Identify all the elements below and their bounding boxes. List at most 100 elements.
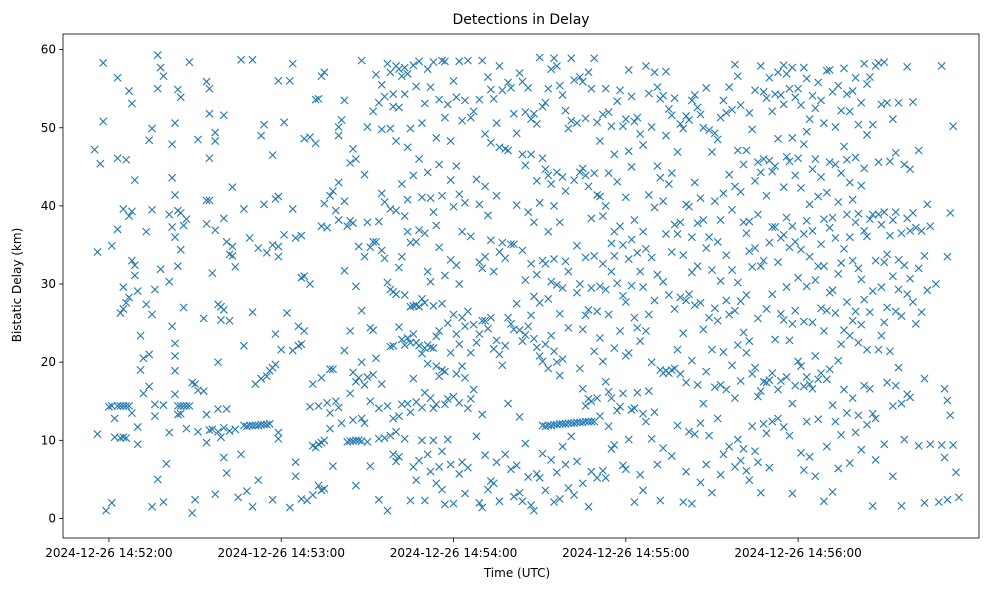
data-point <box>713 316 722 325</box>
data-point <box>438 191 447 200</box>
data-point <box>650 408 659 417</box>
plot-frame <box>62 33 980 539</box>
data-point <box>202 410 211 419</box>
data-point <box>452 162 461 171</box>
data-point <box>713 237 722 246</box>
data-point <box>305 280 314 289</box>
data-point <box>173 410 182 419</box>
y-tick-label: 10 <box>41 433 56 447</box>
data-point <box>871 455 880 464</box>
data-point <box>765 73 774 82</box>
data-point <box>550 255 559 264</box>
data-point <box>297 494 306 503</box>
data-point <box>386 124 395 133</box>
data-point <box>819 215 828 224</box>
data-point <box>819 326 828 335</box>
data-point <box>369 370 378 379</box>
data-point <box>891 148 900 157</box>
data-point <box>346 326 355 335</box>
data-point <box>426 467 435 476</box>
data-point <box>555 309 564 318</box>
data-point <box>854 264 863 273</box>
data-point <box>624 65 633 74</box>
data-point <box>308 491 317 500</box>
data-point <box>216 316 225 324</box>
data-point <box>776 309 785 318</box>
data-point <box>199 314 208 323</box>
data-point <box>851 307 860 316</box>
data-point <box>736 101 745 110</box>
data-point <box>673 421 682 430</box>
data-point <box>506 319 515 328</box>
data-point <box>435 95 444 104</box>
data-point <box>504 313 513 322</box>
data-point <box>791 381 800 390</box>
data-point <box>868 287 877 296</box>
data-point <box>687 233 696 242</box>
data-point <box>248 308 257 317</box>
data-point <box>518 497 527 506</box>
data-point <box>492 458 501 467</box>
data-point <box>481 182 490 191</box>
data-point <box>409 330 418 339</box>
data-point <box>429 436 438 445</box>
data-point <box>799 382 808 391</box>
data-point <box>926 440 935 449</box>
data-point <box>710 383 719 392</box>
data-point <box>604 387 613 396</box>
data-point <box>550 347 559 356</box>
data-point <box>561 106 570 115</box>
data-point <box>779 316 788 324</box>
data-point <box>630 215 639 224</box>
data-point <box>440 400 449 409</box>
data-point <box>837 430 846 439</box>
data-point <box>564 124 573 133</box>
data-point <box>239 205 248 214</box>
data-point <box>432 221 441 230</box>
data-point <box>438 56 447 65</box>
data-point <box>851 428 860 437</box>
data-point <box>627 281 636 290</box>
data-point <box>214 358 223 367</box>
data-point <box>728 361 737 370</box>
data-point <box>320 68 329 77</box>
data-point <box>363 218 372 227</box>
data-point <box>796 362 805 371</box>
data-point <box>415 155 424 164</box>
data-point <box>888 272 897 281</box>
data-point <box>228 183 237 192</box>
data-point <box>426 194 435 203</box>
data-point <box>170 366 179 375</box>
data-point <box>739 328 748 337</box>
data-point <box>314 481 323 490</box>
data-point <box>300 272 309 281</box>
data-point <box>489 267 498 276</box>
data-point <box>182 215 191 224</box>
data-point <box>705 233 714 242</box>
data-point <box>854 209 863 218</box>
data-point <box>736 376 745 385</box>
data-point <box>868 120 877 129</box>
data-point <box>509 109 518 118</box>
data-point <box>372 70 380 79</box>
data-point <box>285 503 294 512</box>
data-point <box>461 489 469 498</box>
data-point <box>584 182 593 191</box>
data-point <box>262 420 271 429</box>
data-point <box>647 434 656 443</box>
data-point <box>443 100 452 109</box>
data-point <box>894 285 903 294</box>
data-point <box>774 414 782 423</box>
data-point <box>440 500 449 509</box>
data-point <box>406 408 415 417</box>
data-point <box>225 316 234 325</box>
data-point <box>237 55 246 64</box>
data-point <box>110 414 119 423</box>
data-point <box>455 57 464 66</box>
data-point <box>644 190 653 199</box>
data-point <box>320 484 329 493</box>
data-point <box>555 419 564 428</box>
data-point <box>394 323 403 332</box>
data-point <box>262 248 271 257</box>
data-point <box>193 427 202 436</box>
